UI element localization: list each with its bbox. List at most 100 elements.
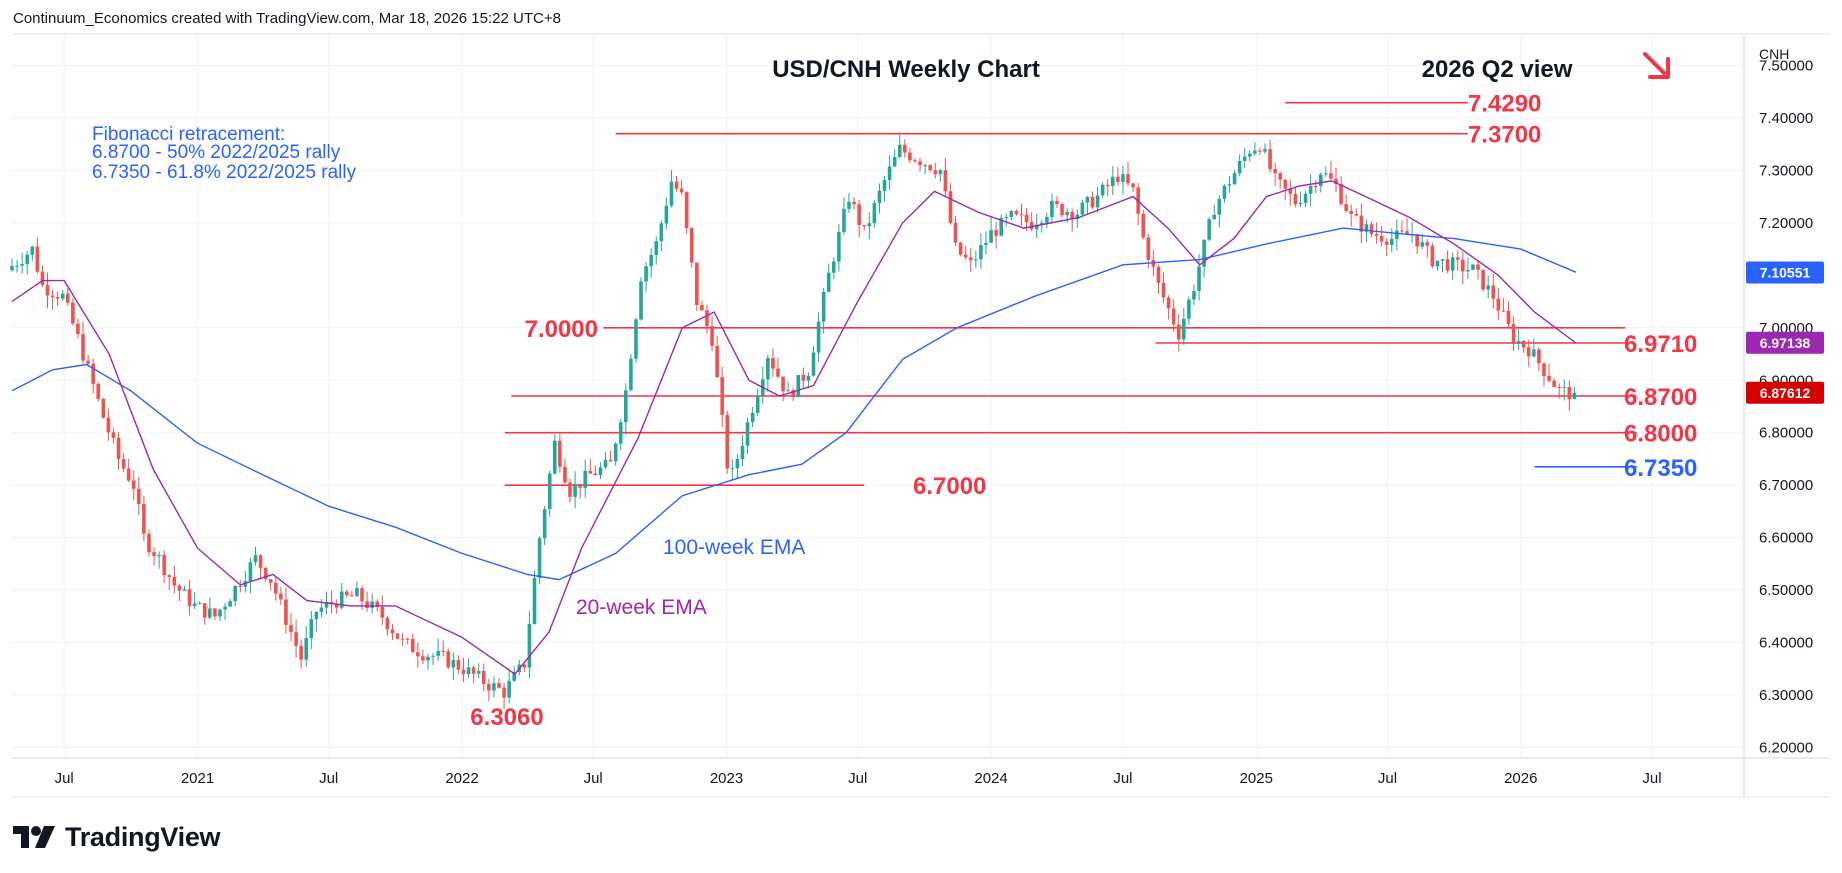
candle-body [745, 422, 750, 446]
candle [913, 158, 917, 164]
candle [182, 585, 187, 591]
candle-body [1166, 297, 1171, 309]
candle [147, 529, 151, 557]
candle [903, 139, 907, 158]
candle [1273, 162, 1277, 187]
candle-body [542, 509, 547, 539]
candle-body [1496, 298, 1501, 311]
candle [400, 632, 405, 647]
candle [121, 453, 126, 472]
candle [1425, 239, 1430, 258]
candle [1288, 179, 1293, 206]
ema100-label: 100-week EMA [663, 536, 805, 559]
y-tick-label-3: 7.20000 [1759, 215, 1813, 232]
level-label-1: 7.3700 [1468, 122, 1541, 149]
candle [481, 663, 486, 692]
chart-title: USD/CNH Weekly Chart [772, 56, 1040, 83]
candle-body [512, 672, 517, 681]
x-tick-label-8: Jul [1113, 770, 1132, 787]
candle-body [994, 230, 998, 236]
candle-body [1526, 347, 1531, 357]
candle-body [106, 417, 111, 433]
candle-body [1369, 224, 1374, 235]
candle-body [111, 432, 116, 438]
candle-body [1116, 176, 1120, 182]
candle-body [192, 603, 197, 607]
candle [573, 471, 577, 509]
candle-body [177, 585, 182, 591]
candle-body [700, 304, 704, 311]
candle [91, 358, 95, 394]
candle-body [1110, 176, 1115, 186]
candle-body [1146, 237, 1151, 261]
candle-body [1359, 215, 1364, 232]
candle [1567, 380, 1572, 411]
time-axis: Jul 2021 Jul 2022 Jul 2023 Jul 2024 Jul 2025 Jul 20… [55, 770, 1662, 787]
level-label-3: 6.9710 [1624, 331, 1697, 358]
candle-body [167, 575, 172, 578]
candle [791, 387, 796, 401]
candle-body [598, 467, 603, 476]
candle-body [1420, 242, 1425, 247]
x-tick-label-12: Jul [1642, 770, 1661, 787]
candle [248, 557, 253, 594]
candle-body [1521, 341, 1526, 348]
candle-body [791, 390, 796, 398]
candle-body [253, 555, 258, 563]
candle [1405, 218, 1409, 235]
candle-body [284, 599, 288, 625]
candle [1136, 182, 1140, 226]
candle-body [137, 488, 141, 505]
price-badges: 7.10551 6.97138 6.87612 [1746, 261, 1824, 404]
candle [943, 157, 948, 197]
y-tick-label-6: 6.80000 [1759, 425, 1813, 442]
candle-body [608, 459, 613, 462]
candle [1395, 219, 1399, 251]
candle-body [639, 281, 643, 320]
candle-body [593, 473, 598, 476]
candle [50, 289, 55, 310]
candle-body [1065, 211, 1069, 216]
candle [958, 241, 963, 257]
candle [796, 374, 801, 398]
candle [111, 428, 116, 444]
candle-body [299, 645, 303, 660]
candle [1192, 284, 1196, 306]
candle-body [1197, 266, 1201, 291]
level-label-0: 7.4290 [1468, 91, 1541, 118]
candle [547, 470, 552, 517]
candle-body [877, 190, 882, 204]
candle [329, 590, 334, 614]
candle-body [258, 555, 263, 568]
candle [273, 577, 278, 601]
candle [116, 432, 121, 471]
candle-body [1288, 188, 1293, 194]
candle-body [263, 567, 268, 580]
candle [1435, 260, 1440, 271]
candle [760, 366, 765, 404]
candle [659, 220, 664, 252]
candle [218, 608, 222, 622]
candle-body [766, 357, 770, 380]
candle-body [872, 203, 877, 224]
arrow-down-right-icon [1643, 52, 1670, 79]
candle [928, 164, 932, 173]
candle [395, 633, 400, 640]
level-label-6: 6.7000 [913, 473, 986, 500]
candle [268, 578, 273, 591]
candle-body [1379, 235, 1384, 242]
candle-body [943, 170, 948, 192]
candle-body [1024, 214, 1029, 223]
candle [730, 459, 735, 480]
candle-body [831, 261, 836, 273]
candle-body [1278, 173, 1283, 180]
y-tick-label-0: 7.50000 [1759, 57, 1813, 74]
candle-body [522, 664, 527, 668]
candle-body [228, 601, 232, 607]
y-tick-label-12: 6.20000 [1759, 740, 1813, 757]
candle-body [735, 458, 740, 469]
tradingview-logo[interactable]: TradingView [13, 822, 221, 852]
candle-body [86, 360, 90, 364]
fib-note-line-2: 6.7350 - 61.8% 2022/2025 rally [92, 162, 357, 183]
